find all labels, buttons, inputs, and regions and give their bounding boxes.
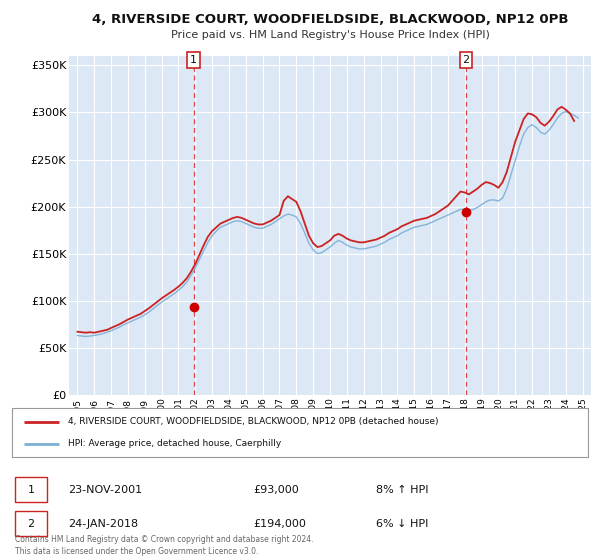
- FancyBboxPatch shape: [15, 477, 47, 502]
- Text: Contains HM Land Registry data © Crown copyright and database right 2024.
This d: Contains HM Land Registry data © Crown c…: [15, 535, 313, 556]
- Text: 8% ↑ HPI: 8% ↑ HPI: [376, 485, 429, 494]
- Text: 2: 2: [463, 55, 469, 65]
- Text: 4, RIVERSIDE COURT, WOODFIELDSIDE, BLACKWOOD, NP12 0PB (detached house): 4, RIVERSIDE COURT, WOODFIELDSIDE, BLACK…: [68, 417, 438, 426]
- Text: 24-JAN-2018: 24-JAN-2018: [68, 519, 138, 529]
- Text: 1: 1: [190, 55, 197, 65]
- Text: 4, RIVERSIDE COURT, WOODFIELDSIDE, BLACKWOOD, NP12 0PB: 4, RIVERSIDE COURT, WOODFIELDSIDE, BLACK…: [92, 13, 568, 26]
- Text: 2: 2: [28, 519, 35, 529]
- Text: HPI: Average price, detached house, Caerphilly: HPI: Average price, detached house, Caer…: [68, 439, 281, 448]
- Text: £93,000: £93,000: [253, 485, 299, 494]
- FancyBboxPatch shape: [15, 511, 47, 536]
- Text: 6% ↓ HPI: 6% ↓ HPI: [376, 519, 429, 529]
- FancyBboxPatch shape: [12, 408, 588, 458]
- Text: £194,000: £194,000: [253, 519, 306, 529]
- Text: Price paid vs. HM Land Registry's House Price Index (HPI): Price paid vs. HM Land Registry's House …: [170, 30, 490, 40]
- Text: 1: 1: [28, 485, 34, 494]
- Text: 23-NOV-2001: 23-NOV-2001: [68, 485, 142, 494]
